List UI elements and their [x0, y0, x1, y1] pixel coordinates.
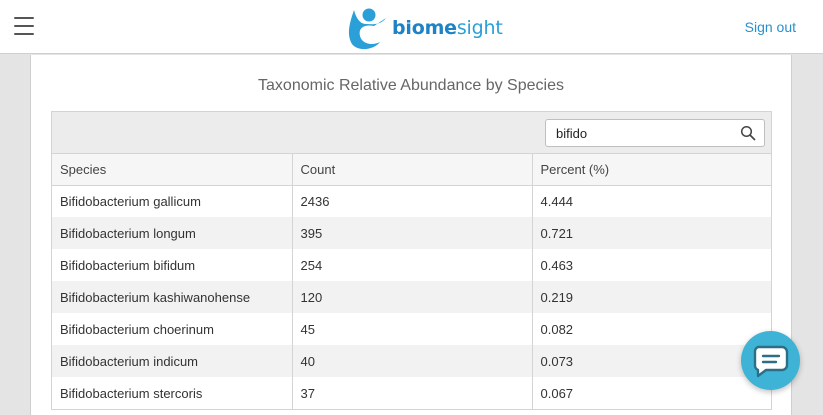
species-cell: Bifidobacterium indicum [52, 345, 293, 377]
count-cell: 2436 [292, 185, 533, 217]
count-cell: 45 [292, 313, 533, 345]
percent-cell: 4.444 [540, 193, 574, 209]
species-cell: Bifidobacterium stercoris [52, 377, 293, 409]
count-cell: 120 [292, 281, 533, 313]
table-row[interactable]: Bifidobacterium kashiwanohense 120 0.219 [52, 281, 771, 313]
top-bar: biomesight Sign out [0, 0, 823, 54]
table-row[interactable]: Bifidobacterium stercoris 37 0.067 [52, 377, 771, 409]
count-cell: 395 [292, 217, 533, 249]
table-header-row: Species Count Percent (%) [52, 154, 771, 186]
hamburger-menu-icon[interactable] [14, 17, 34, 35]
chat-bubble-icon [753, 345, 789, 378]
column-header-count[interactable]: Count [292, 154, 533, 186]
table-row[interactable]: Bifidobacterium choerinum 45 0.082 [52, 313, 771, 345]
brand-logo[interactable]: biomesight [340, 4, 503, 52]
content-panel: Taxonomic Relative Abundance by Species … [30, 55, 792, 415]
count-cell: 254 [292, 249, 533, 281]
percent-cell: 0.067 [540, 385, 574, 401]
search-input[interactable] [546, 120, 736, 146]
species-table: Species Count Percent (%) Bifidobacteriu… [52, 154, 771, 409]
table-row[interactable]: Bifidobacterium gallicum 2436 4.444 [52, 185, 771, 217]
species-cell: Bifidobacterium bifidum [52, 249, 293, 281]
table-row[interactable]: Bifidobacterium bifidum 254 0.463 [52, 249, 771, 281]
grid-toolbar [52, 112, 771, 154]
biomesight-figure-icon [348, 8, 386, 50]
chat-widget-button[interactable] [741, 331, 800, 390]
percent-cell: 0.463 [540, 257, 574, 273]
percent-cell: 0.082 [540, 321, 574, 337]
page-title: Taxonomic Relative Abundance by Species [258, 77, 564, 94]
search-icon[interactable] [740, 125, 756, 141]
species-grid: Species Count Percent (%) Bifidobacteriu… [51, 111, 772, 410]
table-row[interactable]: Bifidobacterium longum 395 0.721 [52, 217, 771, 249]
species-cell: Bifidobacterium kashiwanohense [52, 281, 293, 313]
column-header-species[interactable]: Species [52, 154, 293, 186]
brand-name: biomesight [392, 17, 503, 39]
percent-cell: 0.219 [532, 281, 771, 313]
species-cell: Bifidobacterium choerinum [52, 313, 293, 345]
sign-out-link[interactable]: Sign out [744, 19, 796, 35]
percent-cell: 0.073 [532, 345, 771, 377]
table-row[interactable]: Bifidobacterium indicum 40 0.073 [52, 345, 771, 377]
search-box [545, 119, 765, 147]
count-cell: 40 [292, 345, 533, 377]
count-cell: 37 [292, 377, 533, 409]
species-cell: Bifidobacterium gallicum [52, 185, 293, 217]
percent-cell: 0.721 [532, 217, 771, 249]
species-cell: Bifidobacterium longum [52, 217, 293, 249]
column-header-percent[interactable]: Percent (%) [532, 154, 771, 186]
